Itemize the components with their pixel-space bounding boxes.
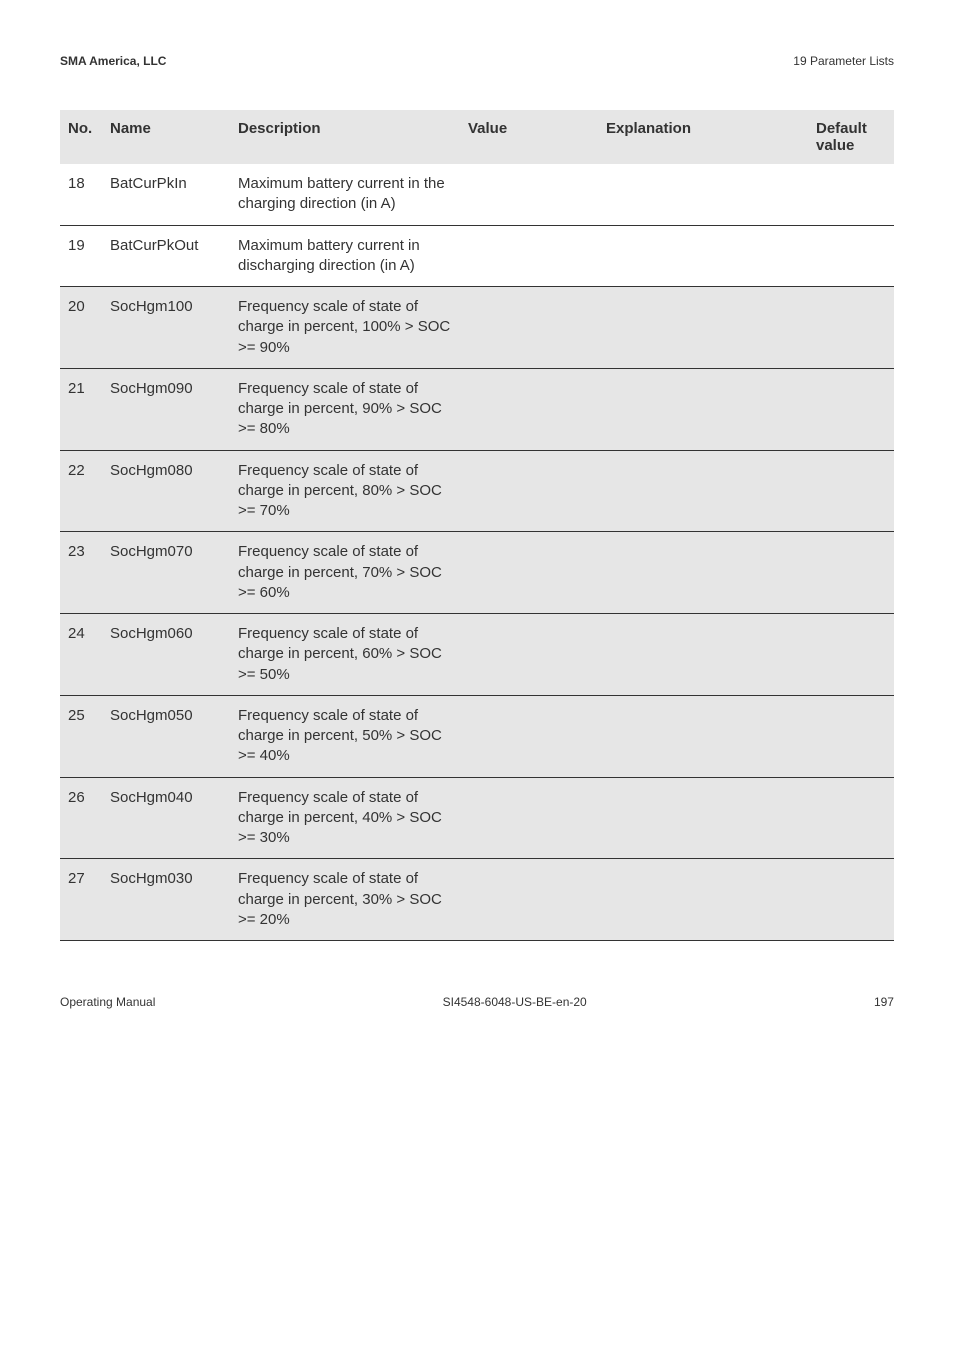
cell-name: SocHgm070 <box>102 532 230 614</box>
cell-val <box>460 695 598 777</box>
cell-desc: Frequency scale of state of charge in pe… <box>230 532 460 614</box>
cell-no: 26 <box>60 777 102 859</box>
footer-center: SI4548-6048-US-BE-en-20 <box>443 995 587 1009</box>
page-header: SMA America, LLC 19 Parameter Lists <box>60 54 894 68</box>
cell-def <box>808 859 894 941</box>
cell-def <box>808 695 894 777</box>
cell-val <box>460 614 598 696</box>
table-row: 23 SocHgm070 Frequency scale of state of… <box>60 532 894 614</box>
table-row: 21 SocHgm090 Frequency scale of state of… <box>60 368 894 450</box>
cell-no: 23 <box>60 532 102 614</box>
cell-desc: Frequency scale of state of charge in pe… <box>230 287 460 369</box>
cell-name: SocHgm080 <box>102 450 230 532</box>
page-footer: Operating Manual SI4548-6048-US-BE-en-20… <box>60 995 894 1009</box>
cell-exp <box>598 164 808 225</box>
cell-no: 18 <box>60 164 102 225</box>
cell-desc: Frequency scale of state of charge in pe… <box>230 368 460 450</box>
cell-desc: Frequency scale of state of charge in pe… <box>230 450 460 532</box>
table-row: 20 SocHgm100 Frequency scale of state of… <box>60 287 894 369</box>
cell-no: 19 <box>60 225 102 287</box>
cell-no: 22 <box>60 450 102 532</box>
cell-def <box>808 532 894 614</box>
cell-val <box>460 368 598 450</box>
cell-def <box>808 777 894 859</box>
table-row: 19 BatCurPkOut Maximum battery current i… <box>60 225 894 287</box>
footer-right: 197 <box>874 995 894 1009</box>
header-left: SMA America, LLC <box>60 54 166 68</box>
table-row: 22 SocHgm080 Frequency scale of state of… <box>60 450 894 532</box>
cell-exp <box>598 614 808 696</box>
cell-val <box>460 287 598 369</box>
cell-exp <box>598 287 808 369</box>
cell-name: SocHgm090 <box>102 368 230 450</box>
parameter-table: No. Name Description Value Explanation D… <box>60 110 894 941</box>
cell-no: 25 <box>60 695 102 777</box>
table-row: 25 SocHgm050 Frequency scale of state of… <box>60 695 894 777</box>
col-header-name: Name <box>102 110 230 164</box>
cell-val <box>460 777 598 859</box>
cell-no: 24 <box>60 614 102 696</box>
header-right: 19 Parameter Lists <box>793 54 894 68</box>
cell-no: 20 <box>60 287 102 369</box>
cell-name: SocHgm060 <box>102 614 230 696</box>
col-header-explanation: Explanation <box>598 110 808 164</box>
cell-name: SocHgm040 <box>102 777 230 859</box>
cell-exp <box>598 859 808 941</box>
cell-def <box>808 450 894 532</box>
cell-name: BatCurPkIn <box>102 164 230 225</box>
table-header-row: No. Name Description Value Explanation D… <box>60 110 894 164</box>
cell-def <box>808 164 894 225</box>
col-header-default: Default value <box>808 110 894 164</box>
cell-def <box>808 614 894 696</box>
cell-desc: Maximum battery current in discharging d… <box>230 225 460 287</box>
cell-desc: Frequency scale of state of charge in pe… <box>230 777 460 859</box>
cell-val <box>460 164 598 225</box>
cell-def <box>808 225 894 287</box>
cell-name: SocHgm100 <box>102 287 230 369</box>
cell-desc: Frequency scale of state of charge in pe… <box>230 614 460 696</box>
cell-exp <box>598 450 808 532</box>
cell-val <box>460 225 598 287</box>
cell-desc: Maximum battery current in the charging … <box>230 164 460 225</box>
col-header-no: No. <box>60 110 102 164</box>
cell-name: SocHgm030 <box>102 859 230 941</box>
cell-desc: Frequency scale of state of charge in pe… <box>230 859 460 941</box>
cell-def <box>808 287 894 369</box>
cell-name: SocHgm050 <box>102 695 230 777</box>
cell-exp <box>598 368 808 450</box>
col-header-value: Value <box>460 110 598 164</box>
cell-desc: Frequency scale of state of charge in pe… <box>230 695 460 777</box>
table-row: 26 SocHgm040 Frequency scale of state of… <box>60 777 894 859</box>
footer-left: Operating Manual <box>60 995 155 1009</box>
cell-exp <box>598 695 808 777</box>
table-row: 27 SocHgm030 Frequency scale of state of… <box>60 859 894 941</box>
cell-no: 27 <box>60 859 102 941</box>
cell-name: BatCurPkOut <box>102 225 230 287</box>
cell-def <box>808 368 894 450</box>
cell-val <box>460 532 598 614</box>
cell-val <box>460 859 598 941</box>
cell-exp <box>598 532 808 614</box>
col-header-description: Description <box>230 110 460 164</box>
cell-val <box>460 450 598 532</box>
cell-exp <box>598 777 808 859</box>
cell-no: 21 <box>60 368 102 450</box>
cell-exp <box>598 225 808 287</box>
table-row: 18 BatCurPkIn Maximum battery current in… <box>60 164 894 225</box>
table-row: 24 SocHgm060 Frequency scale of state of… <box>60 614 894 696</box>
